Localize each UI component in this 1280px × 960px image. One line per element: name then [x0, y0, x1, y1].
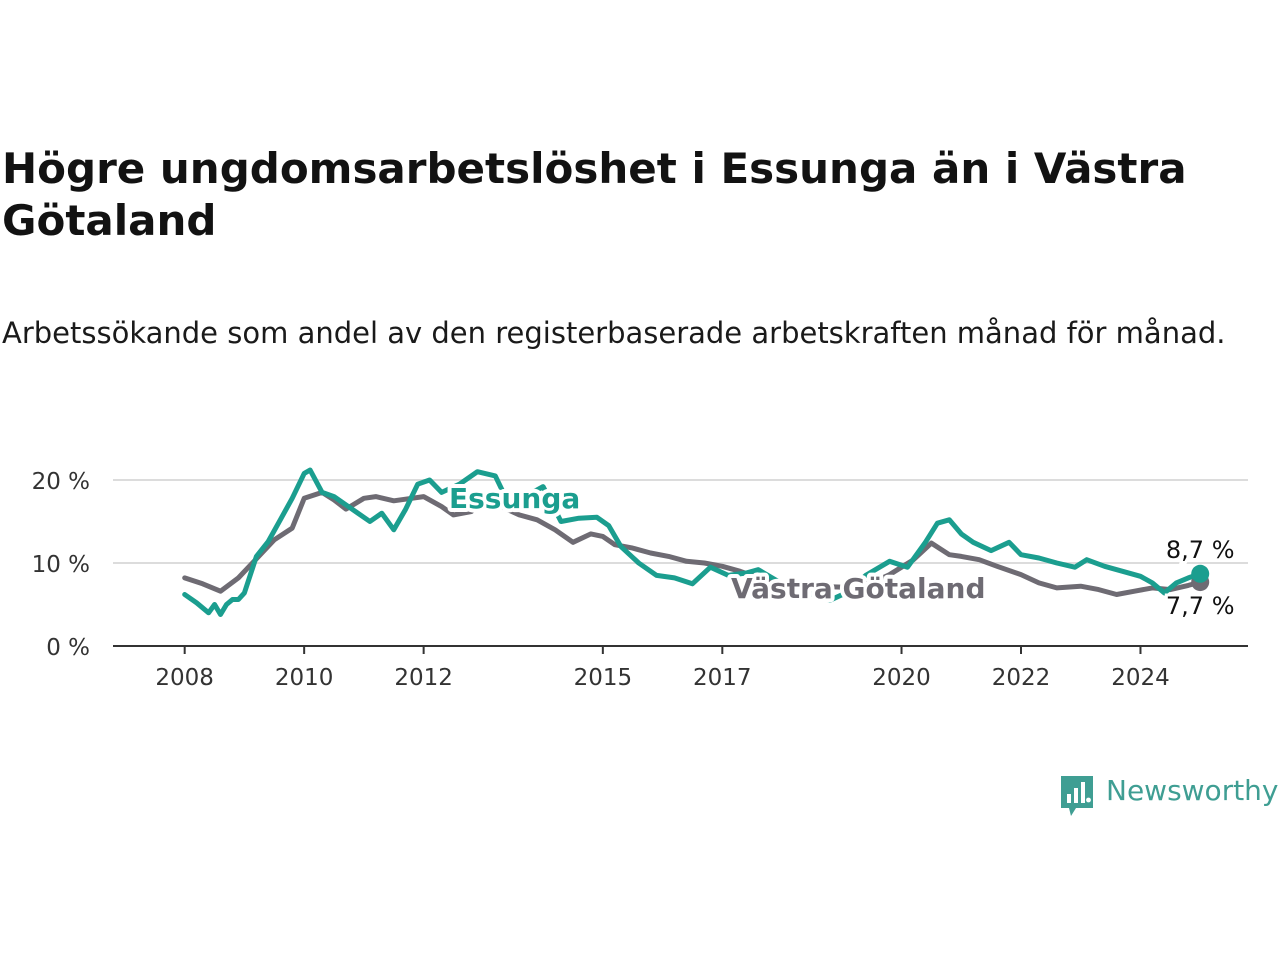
x-tick-label: 2010	[275, 665, 334, 691]
x-axis: 2008 2010 2012 2015 2017 2020 2022 2024	[113, 645, 1248, 691]
newsworthy-logo: Newsworthy	[1058, 770, 1280, 818]
line-chart: 0 % 10 % 20 % 2008 2010 2012 2015 2017 2020 2022…	[32, 467, 1248, 691]
series-label-essunga: Essunga	[449, 482, 580, 515]
y-axis-ticks: 0 % 10 % 20 %	[32, 469, 90, 661]
x-tick-label: 2012	[394, 665, 453, 691]
newsworthy-logo-text: Newsworthy	[1106, 774, 1279, 807]
x-tick-label: 2020	[872, 665, 931, 691]
series-lines	[182, 467, 1210, 617]
series-line-0	[182, 489, 1203, 597]
series-label-vastra-gotaland: Västra Götaland	[731, 572, 986, 605]
series-line-1	[182, 467, 1203, 617]
end-label-vastra-gotaland: 7,7 %	[1166, 592, 1235, 620]
gridlines	[113, 479, 1248, 564]
x-tick-label: 2015	[574, 665, 633, 691]
x-tick-label: 2017	[693, 665, 752, 691]
chart-subtitle: Arbetssökande som andel av den registerb…	[2, 316, 1226, 350]
x-tick-label: 2008	[155, 665, 214, 691]
x-tick-label: 2024	[1111, 665, 1170, 691]
x-tick-label: 2022	[992, 665, 1051, 691]
series-labels: Essunga Västra Götaland 8,7 % 7,7 %	[445, 478, 1238, 623]
y-tick-label: 0 %	[46, 635, 90, 661]
y-tick-label: 20 %	[32, 469, 90, 495]
y-tick-label: 10 %	[32, 552, 90, 578]
newsworthy-logo-icon	[1061, 776, 1093, 816]
series-end-point-1	[1191, 564, 1210, 583]
chart-title: Högre ungdomsarbetslöshet i Essunga än i…	[2, 144, 1187, 245]
end-label-essunga: 8,7 %	[1166, 536, 1235, 564]
